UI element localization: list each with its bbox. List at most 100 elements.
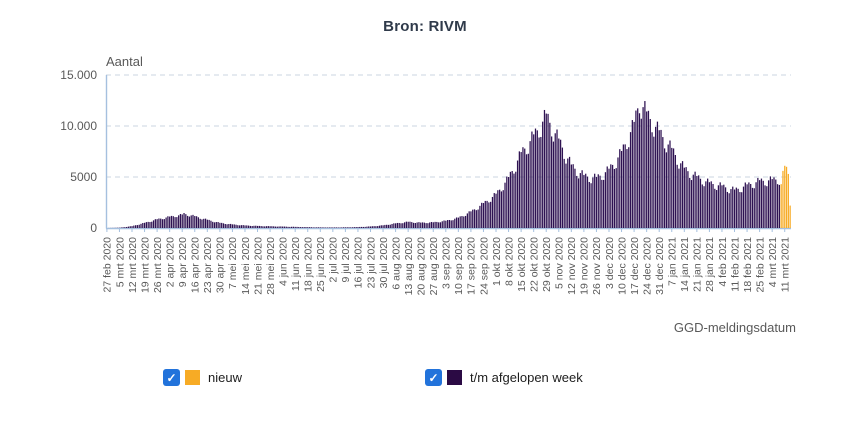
bar: [265, 226, 268, 228]
bar: [371, 226, 373, 228]
bar: [287, 226, 289, 228]
bar: [490, 201, 492, 228]
bar: [710, 181, 712, 228]
bar: [769, 176, 772, 228]
bar: [213, 222, 216, 228]
bar: [326, 227, 329, 228]
bar: [787, 173, 789, 228]
x-tick-label: 24 dec 2020: [641, 237, 653, 295]
bar: [380, 225, 382, 228]
bar: [646, 111, 648, 228]
bar: [730, 189, 732, 228]
bar: [502, 190, 504, 228]
bar: [344, 227, 347, 228]
bar: [185, 214, 187, 229]
bar: [649, 119, 651, 228]
x-tick-label: 23 jul 2020: [365, 237, 377, 289]
bar: [545, 113, 547, 228]
bar: [780, 184, 782, 228]
x-tick-label: 2 apr 2020: [164, 237, 176, 287]
bar: [208, 219, 210, 228]
bar: [723, 184, 725, 228]
bar: [775, 179, 777, 228]
bar: [228, 223, 230, 228]
bar-chart: Aantal 27 feb 2020 5 mrt 2020 12 mrt 2020 1…: [60, 54, 796, 335]
bar: [732, 186, 734, 228]
bar: [350, 227, 352, 228]
bar: [298, 226, 300, 228]
bar: [633, 121, 635, 228]
legend-item-nieuw[interactable]: ✓ nieuw: [163, 369, 242, 386]
bar: [233, 224, 235, 228]
bar: [386, 224, 388, 228]
bar: [289, 226, 291, 228]
x-tick-label: 9 jul 2020: [340, 237, 352, 283]
bar: [294, 226, 296, 228]
bar: [559, 139, 562, 228]
bar: [739, 192, 741, 228]
bar: [151, 221, 153, 228]
bar: [486, 200, 488, 228]
x-tick-label: 8 okt 2020: [503, 237, 515, 286]
bar: [676, 164, 678, 228]
bar: [414, 223, 416, 228]
bar: [534, 128, 537, 228]
bar: [305, 227, 307, 228]
y-axis-title: Aantal: [106, 54, 143, 69]
x-tick-label: 6 aug 2020: [390, 237, 402, 290]
bar: [687, 171, 689, 228]
bar: [576, 175, 578, 228]
bar: [262, 226, 264, 228]
bar: [581, 170, 583, 228]
x-tick-label: 13 aug 2020: [403, 237, 415, 296]
checkbox-tm-afgelopen-week[interactable]: ✓: [425, 369, 442, 386]
bar: [767, 180, 770, 228]
bar: [423, 222, 425, 228]
x-tick-label: 28 mei 2020: [265, 237, 277, 295]
bar: [628, 147, 630, 228]
bar: [484, 200, 486, 228]
x-tick-label: 12 nov 2020: [566, 237, 578, 295]
bar: [518, 151, 520, 228]
bar: [425, 223, 427, 228]
bar: [674, 155, 676, 228]
bar: [724, 187, 727, 228]
bar: [174, 217, 176, 228]
bar: [237, 225, 239, 228]
bar: [696, 175, 698, 228]
bar: [334, 227, 336, 228]
bar: [509, 171, 512, 228]
bar: [278, 226, 280, 228]
bar: [493, 193, 495, 228]
legend-item-tm-afgelopen-week[interactable]: ✓ t/m afgelopen week: [425, 369, 583, 386]
bar: [488, 202, 490, 228]
x-tick-label: 26 nov 2020: [591, 237, 603, 295]
x-tick-label: 16 apr 2020: [190, 237, 202, 293]
x-tick-label: 11 jun 2020: [290, 237, 302, 291]
bar: [337, 227, 339, 228]
bar: [468, 211, 470, 228]
bar: [567, 158, 569, 228]
x-tick-label: 24 sep 2020: [478, 237, 490, 295]
bar: [637, 108, 639, 228]
bar: [317, 227, 320, 228]
bar: [603, 179, 605, 228]
bar: [565, 163, 567, 228]
bar: [656, 121, 659, 228]
bar: [644, 101, 646, 228]
x-tick-label: 23 apr 2020: [202, 237, 214, 293]
x-tick-label: 10 dec 2020: [616, 237, 628, 295]
bar: [748, 182, 750, 228]
bar: [441, 221, 443, 228]
checkbox-nieuw[interactable]: ✓: [163, 369, 180, 386]
bar: [655, 126, 657, 228]
bar: [671, 147, 673, 228]
bar: [400, 223, 402, 228]
bar: [353, 227, 356, 228]
bar: [147, 221, 149, 228]
bar: [694, 171, 696, 228]
bar: [273, 226, 275, 228]
bar: [122, 227, 124, 228]
bar: [771, 179, 773, 228]
